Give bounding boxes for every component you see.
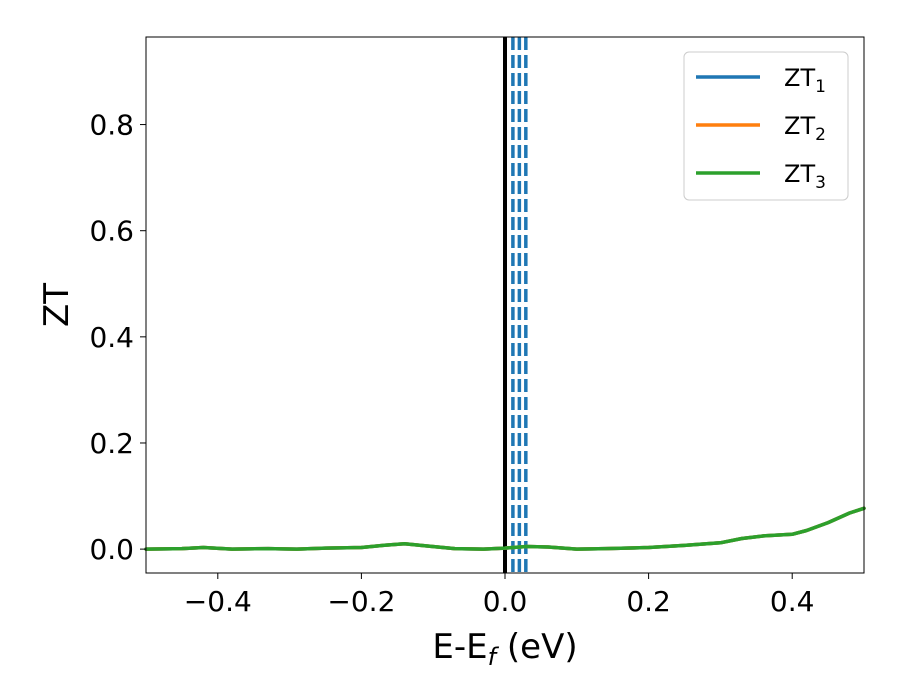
x-tick-label: 0.4: [770, 585, 815, 618]
legend-label-3: ZT3: [784, 160, 826, 193]
y-tick-label: 0.2: [89, 427, 134, 460]
x-axis-title: E-Ef (eV): [432, 627, 577, 671]
x-axis-ticks: −0.4 −0.2 0.0 0.2 0.4: [184, 573, 815, 618]
y-tick-label: 0.4: [89, 321, 134, 354]
y-axis-ticks: 0.0 0.2 0.4 0.6 0.8: [89, 109, 146, 566]
legend-label-2: ZT2: [784, 112, 826, 145]
x-tick-label: −0.2: [327, 585, 395, 618]
series-lines: [144, 506, 866, 551]
y-tick-label: 0.0: [89, 533, 134, 566]
y-tick-label: 0.6: [89, 215, 134, 248]
y-tick-label: 0.8: [89, 109, 134, 142]
x-tick-label: 0.2: [626, 585, 671, 618]
series-line-3: [144, 506, 866, 551]
reference-lines: [503, 37, 528, 573]
y-axis-title: ZT: [37, 283, 77, 327]
x-tick-label: 0.0: [483, 585, 528, 618]
legend: ZT1 ZT2 ZT3: [683, 51, 849, 201]
legend-label-1: ZT1: [784, 64, 826, 97]
x-tick-label: −0.4: [184, 585, 252, 618]
legend-box: [683, 51, 849, 201]
